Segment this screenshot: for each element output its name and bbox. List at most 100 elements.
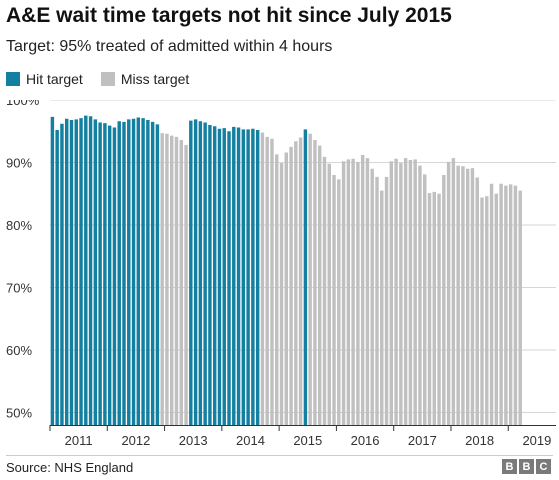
bar-miss-target: [346, 159, 351, 426]
bar-miss-target: [308, 133, 312, 425]
bar-miss-target: [370, 168, 374, 425]
bar-hit-target: [303, 129, 308, 426]
bar-miss-target: [442, 175, 446, 425]
bar-hit-target: [155, 124, 160, 426]
bar-hit-target: [198, 121, 203, 425]
bar-hit-target: [131, 118, 136, 425]
bar-hit-target: [251, 128, 255, 425]
bar-hit-target: [189, 120, 193, 426]
bar-miss-target: [470, 168, 475, 425]
bbc-logo-letter: B: [519, 459, 534, 474]
bar-hit-target: [98, 122, 102, 425]
bar-hit-target: [112, 127, 117, 425]
x-tick-label: 2016: [351, 433, 380, 448]
x-axis-ticks: 2011 2012 2013 2014 2015 2016 2017 2018 2019: [49, 425, 551, 448]
x-tick-label: 2018: [465, 433, 494, 448]
bar-miss-target: [275, 154, 279, 426]
bar-hit-target: [232, 126, 236, 426]
bar-hit-target: [241, 129, 246, 426]
bar-miss-target: [327, 163, 331, 425]
bar-miss-target: [480, 197, 484, 425]
bar-miss-target: [437, 193, 441, 425]
bar-miss-target: [298, 137, 303, 425]
bar-miss-target: [356, 161, 360, 425]
bar-miss-target: [432, 191, 436, 425]
bar-hit-target: [150, 121, 155, 426]
bar-hit-target: [146, 120, 150, 425]
bar-miss-target: [313, 140, 317, 425]
bar-hit-target: [88, 116, 93, 425]
bar-hit-target: [84, 115, 88, 426]
bar-miss-target: [170, 135, 174, 426]
chart-title: A&E wait time targets not hit since July…: [6, 4, 452, 27]
bar-hit-target: [50, 116, 55, 426]
bar-hit-target: [208, 125, 212, 425]
bar-miss-target: [475, 177, 479, 425]
bar-miss-target: [451, 158, 456, 426]
bar-hit-target: [255, 130, 260, 425]
bar-miss-target: [408, 160, 413, 425]
bars: [50, 115, 522, 426]
bar-hit-target: [122, 121, 126, 426]
bar-hit-target: [193, 119, 198, 426]
legend: Hit target Miss target: [6, 68, 207, 90]
bar-miss-target: [365, 158, 370, 426]
bar-miss-target: [375, 176, 379, 425]
bar-hit-target: [236, 127, 241, 425]
legend-label-miss: Miss target: [120, 71, 190, 87]
bar-hit-target: [117, 121, 121, 425]
bar-miss-target: [485, 196, 489, 425]
bar-hit-target: [222, 128, 226, 426]
bar-miss-target: [341, 161, 346, 425]
bar-hit-target: [227, 131, 231, 425]
bar-miss-target: [427, 193, 432, 425]
x-tick-label: 2013: [179, 433, 208, 448]
bar-miss-target: [465, 168, 470, 425]
legend-swatch-miss: [100, 72, 115, 86]
bar-miss-target: [265, 136, 269, 425]
bar-miss-target: [423, 174, 427, 425]
y-tick-label: 90%: [6, 156, 32, 171]
y-tick-label: 70%: [6, 281, 32, 296]
source-note: Source: NHS England: [6, 460, 134, 475]
bar-miss-target: [384, 176, 389, 425]
legend-swatch-hit: [6, 72, 20, 86]
bar-hit-target: [60, 123, 64, 425]
bar-miss-target: [160, 133, 164, 426]
x-tick-label: 2017: [408, 433, 437, 448]
bar-miss-target: [184, 145, 188, 425]
bar-miss-target: [279, 163, 284, 425]
bar-miss-target: [518, 190, 522, 426]
bar-hit-target: [103, 123, 107, 426]
legend-label-hit: Hit target: [26, 71, 83, 87]
footer-divider: [6, 455, 553, 456]
x-tick-label: 2019: [522, 433, 551, 448]
bar-miss-target: [260, 132, 265, 425]
y-axis-labels: 50% 60% 70% 80% 90% 100%: [6, 100, 40, 421]
bar-miss-target: [351, 158, 355, 425]
bar-miss-target: [165, 133, 169, 425]
bar-miss-target: [399, 163, 403, 425]
bar-hit-target: [107, 125, 112, 426]
bar-hit-target: [93, 119, 98, 426]
x-tick-label: 2012: [121, 433, 150, 448]
x-tick-label: 2014: [236, 433, 265, 448]
bbc-logo-letter: C: [536, 459, 551, 474]
bar-miss-target: [179, 140, 183, 425]
bar-hit-target: [203, 122, 207, 425]
bar-miss-target: [174, 136, 179, 425]
bar-hit-target: [64, 118, 69, 425]
y-tick-label: 60%: [6, 343, 32, 358]
bar-chart: 50% 60% 70% 80% 90% 100% 2011 2012 2013 2014 2015…: [6, 100, 556, 448]
bar-miss-target: [413, 159, 417, 426]
bar-miss-target: [394, 158, 398, 425]
bar-hit-target: [217, 128, 222, 425]
chart-subtitle: Target: 95% treated of admitted within 4…: [6, 38, 333, 55]
bar-miss-target: [289, 146, 293, 426]
bar-hit-target: [212, 126, 217, 425]
y-tick-label: 50%: [6, 406, 32, 421]
bar-miss-target: [380, 190, 384, 426]
bbc-logo: B B C: [500, 459, 551, 474]
bar-miss-target: [461, 166, 465, 425]
bar-hit-target: [127, 119, 131, 426]
